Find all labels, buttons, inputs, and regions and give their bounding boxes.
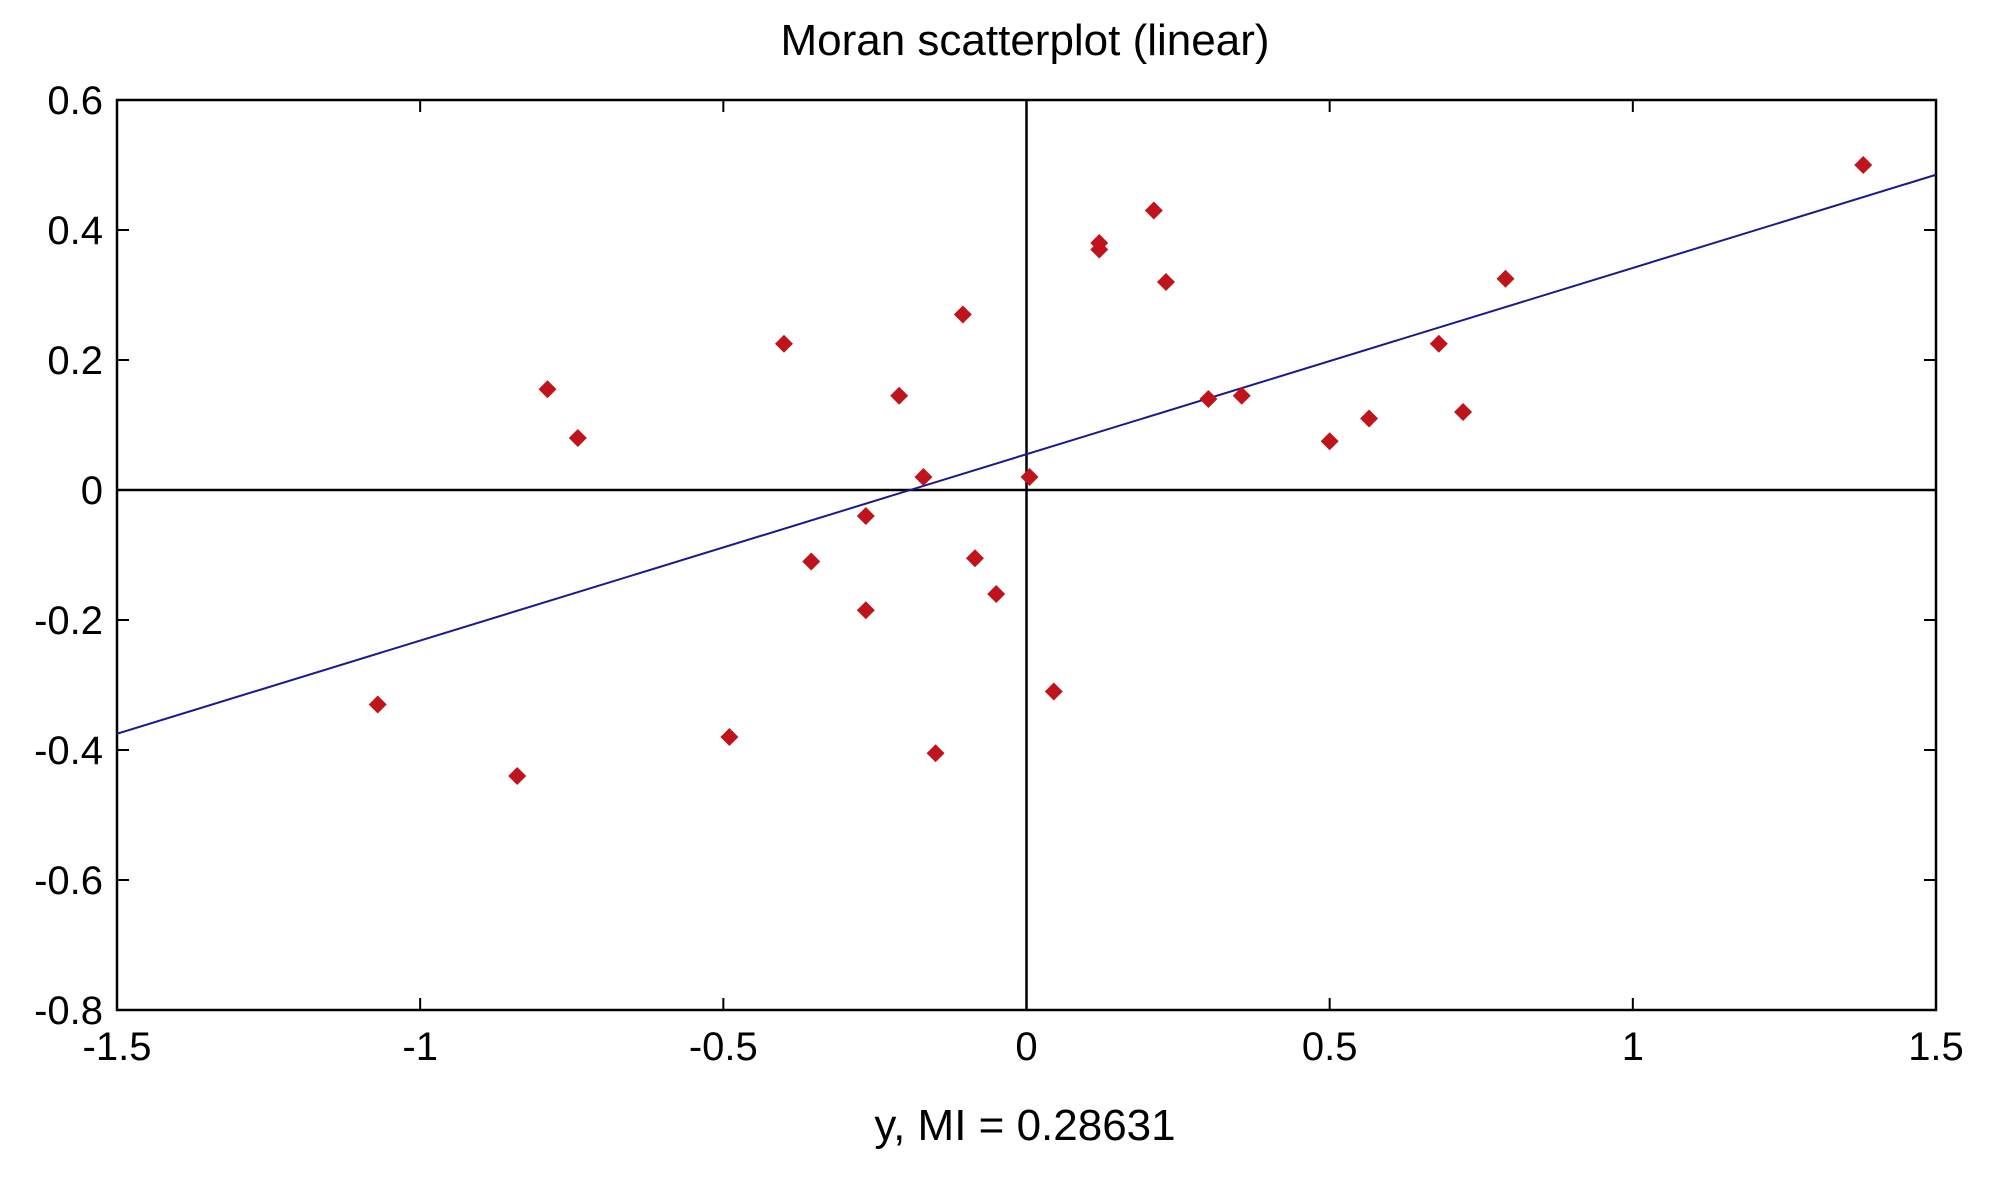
data-point (1454, 403, 1473, 421)
data-point (568, 429, 587, 447)
y-tick-label: 0.6 (47, 79, 103, 123)
chart-title: Moran scatterplot (linear) (780, 16, 1269, 65)
data-point (1854, 156, 1873, 174)
data-point (1360, 409, 1379, 428)
x-tick-label: 0 (1015, 1025, 1037, 1069)
data-point (856, 507, 875, 525)
y-tick-label: -0.8 (34, 989, 103, 1033)
y-tick-label: 0.4 (47, 209, 103, 253)
data-point (1144, 201, 1163, 220)
regression-line (116, 173, 1937, 735)
data-point (508, 767, 527, 785)
plot-area: -1.5 -1 -0.5 0 0.5 1 1.5 -0.8 -0.6 -0.4 -0.2 0 0.2 0.… (34, 79, 1964, 1069)
y-tick-label: 0 (81, 469, 103, 513)
data-point (538, 380, 557, 399)
data-point (1044, 682, 1063, 701)
data-point (368, 695, 387, 714)
x-tick-label: -0.5 (689, 1025, 758, 1069)
data-point (856, 601, 875, 620)
x-tick-label: -1.5 (83, 1025, 152, 1069)
data-point (1156, 273, 1175, 291)
y-tick-label: 0.2 (47, 339, 103, 383)
x-tick-label: -1 (402, 1025, 438, 1069)
data-point (774, 334, 793, 353)
x-tick-label: 0.5 (1302, 1025, 1358, 1069)
data-point (890, 386, 909, 405)
data-point (965, 549, 984, 568)
data-point (1429, 334, 1448, 353)
data-point (987, 585, 1006, 603)
data-point (926, 744, 945, 763)
y-tick-label: -0.2 (34, 599, 103, 643)
data-point (914, 468, 933, 486)
data-point (1232, 386, 1251, 405)
data-point (802, 552, 821, 571)
data-point (1020, 468, 1039, 486)
x-axis-label: y, MI = 0.28631 (874, 1101, 1175, 1150)
data-point (1199, 390, 1218, 408)
data-point (1090, 234, 1109, 252)
y-tick-label: -0.6 (34, 859, 103, 903)
x-tick-label: 1.5 (1908, 1025, 1964, 1069)
data-point (720, 728, 739, 746)
x-tick-label: 1 (1622, 1025, 1644, 1069)
data-point (1496, 269, 1515, 288)
data-point (953, 305, 972, 324)
data-point (1320, 432, 1339, 451)
y-tick-label: -0.4 (34, 729, 103, 773)
